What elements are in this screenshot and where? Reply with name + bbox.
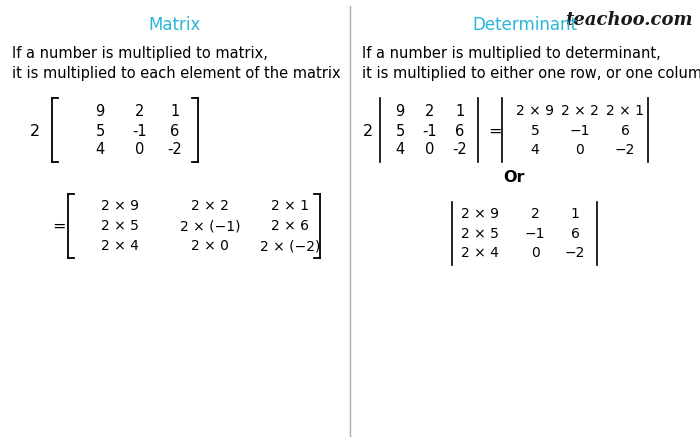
Text: Determinant: Determinant	[473, 16, 578, 34]
Text: 2: 2	[426, 103, 435, 119]
Text: 2 × (−1): 2 × (−1)	[180, 219, 240, 233]
Text: 2 × 4: 2 × 4	[101, 239, 139, 253]
Text: Or: Or	[503, 170, 525, 186]
Text: 2 × 6: 2 × 6	[271, 219, 309, 233]
Text: -2: -2	[453, 143, 468, 157]
Text: 2 × 2: 2 × 2	[191, 199, 229, 213]
Text: If a number is multiplied to matrix,: If a number is multiplied to matrix,	[12, 46, 268, 61]
Text: 2 × 5: 2 × 5	[101, 219, 139, 233]
Text: 6: 6	[621, 124, 629, 138]
Text: 2 × 9: 2 × 9	[101, 199, 139, 213]
Text: 5: 5	[395, 124, 405, 139]
Text: =: =	[488, 124, 501, 139]
Text: 2 × 1: 2 × 1	[606, 104, 644, 118]
Text: −2: −2	[565, 246, 585, 260]
Text: 0: 0	[575, 143, 584, 157]
Text: 2: 2	[363, 124, 373, 139]
Text: 2 × 2: 2 × 2	[561, 104, 599, 118]
Text: 9: 9	[95, 103, 104, 119]
Text: -1: -1	[133, 124, 147, 139]
Text: 0: 0	[531, 246, 540, 260]
Text: 2 × 9: 2 × 9	[516, 104, 554, 118]
Text: 4: 4	[95, 143, 104, 157]
Text: 5: 5	[531, 124, 540, 138]
Text: it is multiplied to either one row, or one column: it is multiplied to either one row, or o…	[362, 66, 700, 81]
Text: If a number is multiplied to determinant,: If a number is multiplied to determinant…	[362, 46, 661, 61]
Text: −1: −1	[570, 124, 590, 138]
Text: -1: -1	[423, 124, 438, 139]
Text: =: =	[52, 219, 66, 234]
Text: 2 × 1: 2 × 1	[271, 199, 309, 213]
Text: −1: −1	[525, 227, 545, 241]
Text: 2 × 5: 2 × 5	[461, 227, 499, 241]
Text: teachoo.com: teachoo.com	[566, 11, 693, 29]
Text: 0: 0	[135, 143, 145, 157]
Text: 6: 6	[456, 124, 465, 139]
Text: 2 × 9: 2 × 9	[461, 207, 499, 221]
Text: 1: 1	[570, 207, 580, 221]
Text: 2: 2	[531, 207, 540, 221]
Text: 4: 4	[531, 143, 540, 157]
Text: Matrix: Matrix	[149, 16, 201, 34]
Text: 6: 6	[570, 227, 580, 241]
Text: 6: 6	[170, 124, 180, 139]
Text: 2 × (−2): 2 × (−2)	[260, 239, 320, 253]
Text: 5: 5	[95, 124, 104, 139]
Text: -2: -2	[167, 143, 183, 157]
Text: −2: −2	[615, 143, 635, 157]
Text: 2 × 0: 2 × 0	[191, 239, 229, 253]
Text: 2: 2	[30, 124, 40, 139]
Text: 1: 1	[456, 103, 465, 119]
Text: 9: 9	[395, 103, 405, 119]
Text: 2 × 4: 2 × 4	[461, 246, 499, 260]
Text: 0: 0	[426, 143, 435, 157]
Text: 1: 1	[170, 103, 180, 119]
Text: 4: 4	[395, 143, 405, 157]
Text: 2: 2	[135, 103, 145, 119]
Text: it is multiplied to each element of the matrix: it is multiplied to each element of the …	[12, 66, 341, 81]
